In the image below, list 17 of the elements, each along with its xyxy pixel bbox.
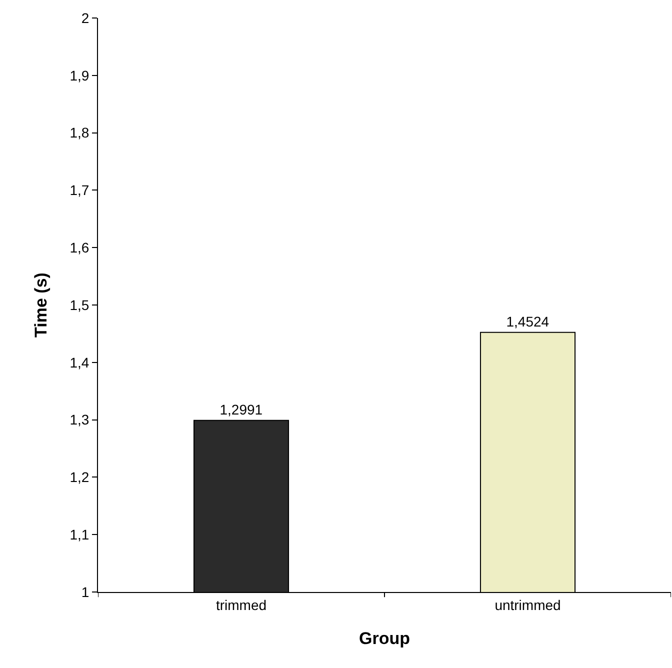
data-label: 1,2991 [220,401,263,418]
y-tick-label: 1,2 [70,469,90,486]
x-tick-label: trimmed [216,596,267,613]
y-tick-label: 1,1 [70,526,90,542]
y-tick-label: 1,9 [70,67,90,84]
x-axis-title: Group [359,629,410,648]
data-label: 1,4524 [506,313,550,330]
y-tick-label: 1,8 [70,124,90,141]
y-tick-label: 1,3 [70,412,90,428]
y-axis-title: Time (s) [31,272,50,338]
y-tick-label: 1,7 [70,182,90,198]
x-tick-label: untrimmed [494,596,561,613]
y-tick-label: 1 [81,584,90,600]
y-tick-label: 2 [81,10,90,26]
y-tick-label: 1,5 [70,296,90,313]
y-tick-label: 1,6 [70,240,90,256]
y-tick-label: 1,4 [70,354,90,370]
